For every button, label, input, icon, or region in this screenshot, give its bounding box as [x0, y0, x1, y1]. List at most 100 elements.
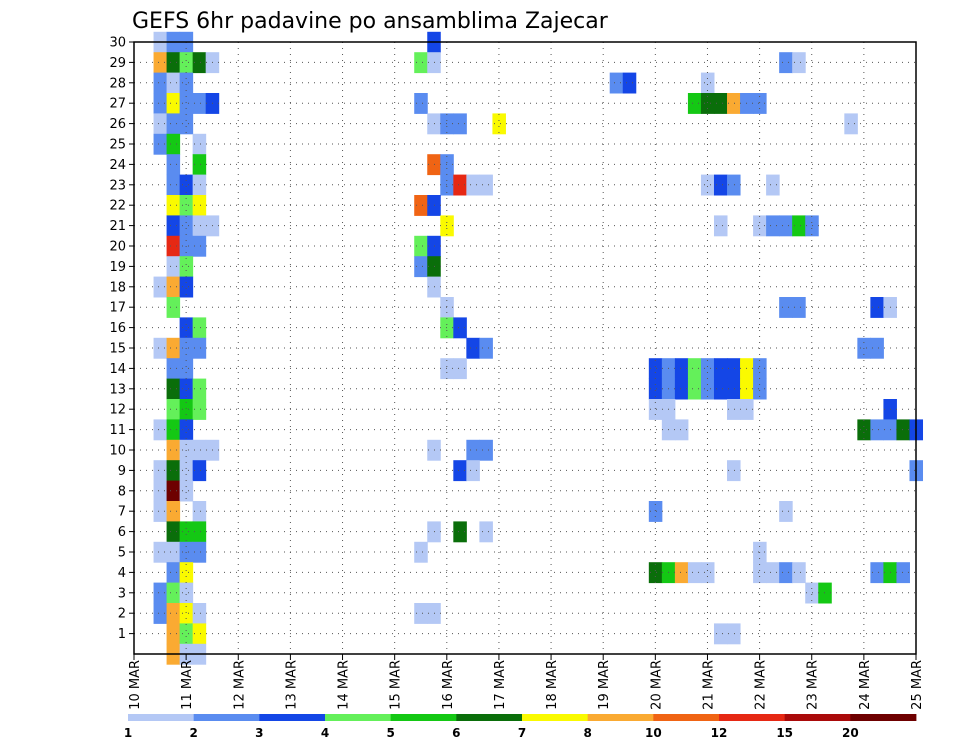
heatmap-cell [870, 337, 884, 359]
y-tick-label: 22 [109, 199, 126, 214]
colorbar-swatch [653, 714, 720, 721]
heatmap-cell [153, 93, 168, 114]
heatmap-cell [700, 378, 715, 400]
y-tick-label: 13 [109, 382, 126, 397]
y-tick-label: 16 [109, 321, 126, 336]
heatmap-cell [440, 154, 454, 176]
heatmap-cell [792, 562, 806, 584]
heatmap-cell [479, 337, 493, 359]
heatmap-cell [192, 93, 207, 114]
y-tick-label: 6 [118, 525, 126, 540]
x-axis: 10 MAR 11 MAR 12 MAR 13 MAR 14 MAR 15 MAR 16 M… [128, 654, 925, 710]
heatmap-cell [166, 235, 181, 257]
heatmap-cell [192, 317, 207, 339]
heatmap-cell [727, 93, 741, 114]
x-tick-label: 22 MAR [754, 660, 769, 710]
heatmap-cell [179, 72, 194, 94]
heatmap-cell [766, 215, 780, 237]
heatmap-cell [179, 174, 194, 196]
heatmap-cell [753, 215, 767, 237]
colorbar-label: 4 [321, 726, 329, 740]
heatmap-cell [192, 501, 207, 522]
x-tick-label: 16 MAR [441, 660, 456, 710]
heatmap-cell [153, 113, 168, 135]
heatmap-cell [727, 358, 741, 380]
heatmap-cell [440, 358, 454, 380]
heatmap-cell [166, 93, 181, 114]
heatmap-cell [192, 603, 207, 624]
heatmap-cell [153, 133, 168, 155]
x-tick-label: 14 MAR [337, 660, 352, 710]
y-tick-label: 24 [109, 158, 126, 173]
heatmap-cell [753, 358, 767, 380]
heatmap-cell [166, 113, 181, 135]
heatmap-cell [766, 562, 780, 584]
y-tick-label: 23 [109, 178, 126, 193]
heatmap-cell [818, 582, 832, 604]
heatmap-cell [440, 215, 454, 237]
heatmap-cell [687, 93, 702, 114]
heatmap-cell [674, 358, 689, 380]
heatmap-cell [192, 337, 207, 359]
y-tick-label: 18 [109, 280, 126, 295]
heatmap-cell [179, 562, 194, 584]
heatmap-cell [166, 623, 181, 645]
heatmap-cell [727, 399, 741, 420]
heatmap-cell [753, 378, 767, 400]
heatmap-cell [153, 501, 168, 522]
heatmap-cell [792, 215, 806, 237]
y-tick-label: 21 [109, 219, 126, 234]
heatmap-cells [153, 31, 924, 665]
y-tick-label: 17 [109, 301, 126, 316]
heatmap-cell [466, 439, 480, 461]
y-tick-label: 30 [109, 36, 126, 51]
heatmap-cell [440, 317, 454, 339]
heatmap-cell [414, 93, 428, 114]
heatmap-cell [453, 317, 467, 339]
heatmap-cell [792, 297, 806, 318]
heatmap-cell [414, 603, 428, 624]
heatmap-cell [870, 562, 884, 584]
colorbar-label: 5 [386, 726, 394, 740]
heatmap-cell [779, 501, 793, 522]
x-tick-label: 10 MAR [128, 660, 143, 710]
x-tick-label: 12 MAR [232, 660, 247, 710]
heatmap-cell [166, 603, 181, 624]
heatmap-cell [192, 521, 207, 543]
heatmap-cell [779, 562, 793, 584]
heatmap-cell [414, 52, 428, 74]
heatmap-cell [192, 235, 207, 257]
heatmap-cell [700, 93, 715, 114]
heatmap-cell [440, 113, 454, 135]
x-tick-label: 13 MAR [284, 660, 299, 710]
heatmap-cell [179, 317, 194, 339]
heatmap-cell [753, 562, 767, 584]
chart-title: GEFS 6hr padavine po ansamblima Zajecar [132, 9, 609, 34]
heatmap-cell [713, 358, 728, 380]
heatmap-cell [166, 337, 181, 359]
y-tick-label: 1 [118, 627, 126, 642]
heatmap-cell [179, 460, 194, 482]
y-tick-label: 20 [109, 240, 126, 255]
heatmap-cell [648, 501, 663, 522]
heatmap-cell [896, 419, 910, 441]
heatmap-cell [622, 72, 637, 94]
heatmap-cell [414, 541, 428, 563]
heatmap-cell [779, 52, 793, 74]
colorbar-label: 12 [711, 726, 728, 740]
x-tick-label: 15 MAR [389, 660, 404, 710]
y-tick-label: 28 [109, 76, 126, 91]
colorbar-label: 6 [452, 726, 460, 740]
heatmap-cell [192, 541, 207, 563]
heatmap-cell [713, 93, 728, 114]
heatmap-cell [166, 154, 181, 176]
heatmap-cell [153, 337, 168, 359]
heatmap-cell [805, 215, 819, 237]
colorbar-label: 8 [583, 726, 591, 740]
heatmap-cell [648, 358, 663, 380]
heatmap-cell [166, 358, 181, 380]
heatmap-cell [766, 174, 780, 196]
x-tick-label: 25 MAR [910, 660, 925, 710]
heatmap-cell [479, 439, 493, 461]
